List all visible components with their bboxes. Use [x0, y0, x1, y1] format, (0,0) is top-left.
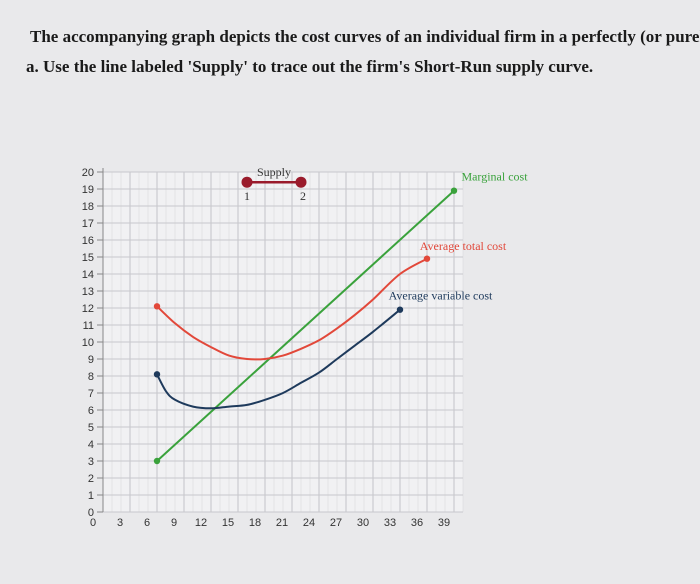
curve-labels: Marginal cost Average total cost Average v… [389, 170, 529, 303]
y-tick-label: 19 [82, 184, 94, 196]
x-tick-label: 12 [195, 517, 207, 529]
supply-point-2[interactable] [295, 176, 307, 188]
y-tick-label: 18 [82, 201, 94, 213]
y-tick-label: 17 [82, 218, 94, 230]
y-tick-label: 12 [82, 303, 94, 315]
x-tick-label: 3 [117, 517, 123, 529]
x-tick-label: 6 [144, 517, 150, 529]
x-tick-label: 21 [276, 517, 288, 529]
supply-line[interactable]: 1 2 Supply [241, 165, 307, 203]
question-line-2: a. Use the line labeled 'Supply' to trac… [26, 57, 594, 76]
y-tick-label: 15 [82, 252, 94, 264]
y-tick-label: 14 [82, 269, 94, 281]
y-tick-label: 10 [82, 337, 94, 349]
x-tick-label: 27 [330, 517, 342, 529]
x-axis-ticks: 0 3 6 9 12 15 18 21 24 27 30 33 36 39 [90, 517, 450, 529]
marginal-cost-curve[interactable] [156, 189, 455, 462]
marginal-cost-endpoint[interactable] [450, 187, 458, 194]
x-tick-label: 33 [384, 517, 396, 529]
x-tick-label: 18 [249, 517, 261, 529]
average-total-cost-endpoint[interactable] [153, 303, 161, 310]
y-tick-label: 1 [88, 490, 94, 502]
average-total-cost-label: Average total cost [420, 239, 507, 253]
y-tick-label: 9 [88, 354, 94, 366]
y-tick-label: 3 [88, 456, 94, 468]
supply-point-label: 1 [244, 189, 250, 203]
marginal-cost-endpoint[interactable] [153, 457, 161, 465]
average-variable-cost-endpoint[interactable] [153, 371, 161, 378]
average-total-cost-curve[interactable] [156, 257, 428, 361]
y-tick-label: 5 [88, 422, 94, 434]
y-tick-label: 0 [88, 507, 94, 519]
x-tick-label: 15 [222, 517, 234, 529]
x-tick-label: 9 [171, 517, 177, 529]
y-tick-label: 13 [82, 286, 94, 298]
x-tick-label: 24 [303, 517, 315, 529]
average-variable-cost-label: Average variable cost [389, 289, 493, 303]
y-tick-label: 7 [88, 388, 94, 400]
average-variable-cost-endpoint[interactable] [396, 306, 404, 313]
average-total-cost-endpoint[interactable] [423, 255, 431, 262]
supply-point-1[interactable] [241, 176, 253, 188]
y-tick-label: 2 [88, 473, 94, 485]
chart-curves [153, 187, 458, 465]
supply-label: Supply [257, 165, 291, 179]
x-tick-label: 0 [90, 517, 96, 529]
y-tick-label: 8 [88, 371, 94, 383]
supply-point-label: 2 [300, 189, 306, 203]
x-tick-label: 39 [438, 517, 450, 529]
x-tick-label: 30 [357, 517, 369, 529]
x-tick-label: 36 [411, 517, 423, 529]
y-tick-label: 16 [82, 235, 94, 247]
question-text: The accompanying graph depicts the cost … [26, 22, 700, 82]
y-tick-label: 20 [82, 167, 94, 179]
marginal-cost-label: Marginal cost [461, 170, 528, 184]
question-line-1: The accompanying graph depicts the cost … [30, 27, 700, 46]
average-variable-cost-curve[interactable] [156, 308, 401, 410]
y-tick-label: 11 [83, 320, 94, 332]
y-tick-label: 6 [88, 405, 94, 417]
y-tick-label: 4 [88, 439, 94, 451]
